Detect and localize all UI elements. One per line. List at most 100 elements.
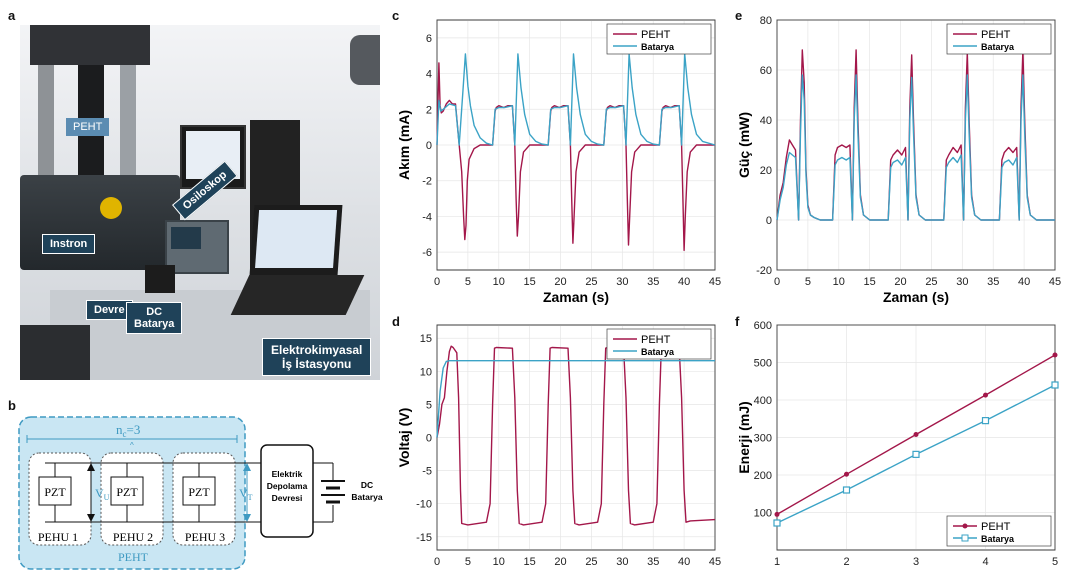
- data-point-peht: [774, 511, 780, 517]
- pehu-label-3: PEHU 3: [185, 530, 225, 544]
- legend-label: PEHT: [641, 334, 671, 346]
- callout-peht: PEHT: [66, 118, 110, 136]
- storage-circuit-box: [260, 444, 314, 538]
- y-tick-label: 15: [420, 333, 432, 345]
- x-tick-label: 5: [465, 556, 471, 568]
- x-tick-label: 15: [524, 556, 536, 568]
- legend-box: [606, 328, 712, 360]
- x-tick-label: 0: [434, 276, 440, 288]
- x-tick-label: 40: [1018, 276, 1030, 288]
- peht-caption: PEHT: [118, 550, 149, 564]
- series-line-batarya: [436, 360, 715, 438]
- series-line-peht: [436, 345, 716, 526]
- y-tick-label: 5: [426, 399, 432, 411]
- x-tick-label: 20: [894, 276, 906, 288]
- x-tick-label: 35: [987, 276, 999, 288]
- callout-dc-batarya-line1: DC: [146, 306, 163, 318]
- y-tick-label: -20: [756, 265, 772, 277]
- legend-box: [946, 23, 1052, 55]
- y-tick-label: 0: [426, 433, 432, 445]
- callout-instron: Instron: [42, 234, 96, 254]
- chart-current: 0 5 10 15 20 25 30 35 40 45 -6 -4 -2 0 2 4 6 Zaman (s) Akı…: [396, 19, 721, 305]
- nc-caret: ^: [130, 441, 134, 450]
- x-tick-label: 25: [585, 276, 597, 288]
- wall-fixture: [350, 35, 380, 85]
- vu-label: VU: [95, 486, 110, 502]
- callout-dc-batarya-line2: Batarya: [134, 318, 175, 330]
- x-tick-label: 15: [864, 276, 876, 288]
- data-point-batarya: [842, 486, 851, 494]
- dc-label-2: Batarya: [351, 492, 382, 502]
- dc-label-1: DC: [361, 480, 373, 490]
- storage-label-3: Devresi: [272, 493, 303, 503]
- data-point-peht: [1052, 352, 1058, 358]
- vt-arrow-head-bottom: [243, 514, 251, 522]
- legend-label: PEHT: [641, 29, 671, 41]
- circuit-diagram: nc=3 ^ PZT PZT PZT VU VT PEHU 1 PEHU 2 P…: [18, 416, 383, 570]
- legend-marker: [962, 523, 968, 529]
- legend-marker: [961, 534, 969, 542]
- callout-elektrokimyasal-line2: İş İstasyonu: [282, 357, 352, 371]
- laptop-screen: [249, 205, 343, 275]
- x-tick-label: 25: [925, 276, 937, 288]
- x-tick-label: 35: [647, 556, 659, 568]
- data-point-batarya: [1051, 381, 1059, 389]
- pzt-label-2: PZT: [116, 485, 138, 499]
- panel-letter-c: c: [392, 8, 400, 23]
- y-tick-label: 0: [766, 215, 772, 227]
- x-tick-label: 5: [1052, 556, 1058, 568]
- x-tick-label: 10: [493, 276, 505, 288]
- pzt-box-1: [38, 476, 72, 506]
- y-tick-label: -4: [422, 211, 432, 223]
- chart-voltage: 0 5 10 15 20 25 30 35 40 45 -15 -10 -5 0 5 10 15 Voltaj (…: [396, 324, 721, 568]
- y-tick-label: 400: [754, 395, 772, 407]
- pzt-label-3: PZT: [188, 485, 210, 499]
- y-tick-label: 60: [760, 65, 772, 77]
- x-tick-label: 35: [647, 276, 659, 288]
- x-tick-label: 15: [524, 276, 536, 288]
- legend-label: Batarya: [981, 42, 1015, 52]
- storage-label-2: Depolama: [267, 481, 308, 491]
- legend-label: PEHT: [981, 29, 1011, 41]
- y-tick-label: 10: [420, 366, 432, 378]
- x-tick-label: 20: [554, 276, 566, 288]
- panel-letter-b: b: [8, 398, 16, 413]
- x-tick-label: 40: [678, 556, 690, 568]
- x-tick-label: 10: [493, 556, 505, 568]
- pzt-box-2: [110, 476, 144, 506]
- x-tick-label: 45: [709, 556, 721, 568]
- y-axis-label: Akım (mA): [396, 110, 412, 180]
- plot-frame: [776, 19, 1056, 271]
- legend-label: Batarya: [981, 534, 1015, 544]
- y-tick-label: 500: [754, 358, 772, 370]
- y-tick-label: -10: [416, 499, 432, 511]
- instron-column-right: [120, 25, 136, 215]
- x-tick-label: 30: [616, 276, 628, 288]
- y-tick-label: 2: [426, 104, 432, 116]
- panel-letter-d: d: [392, 314, 400, 329]
- vu-arrow-head-bottom: [87, 514, 95, 522]
- y-tick-label: 40: [760, 115, 772, 127]
- x-tick-label: 5: [465, 276, 471, 288]
- pehu-label-2: PEHU 2: [113, 530, 153, 544]
- vu-arrow-head-top: [87, 463, 95, 471]
- panel-letter-a: a: [8, 8, 16, 23]
- y-tick-label: 4: [426, 69, 432, 81]
- data-point-batarya: [981, 417, 990, 425]
- pzt-box-3: [182, 476, 216, 506]
- legend-label: PEHT: [981, 521, 1011, 533]
- pzt-label-1: PZT: [44, 485, 66, 499]
- series-line-batarya: [776, 74, 1055, 221]
- vt-label: VT: [239, 486, 253, 502]
- x-axis-label: Zaman (s): [883, 289, 949, 305]
- panel-letter-f: f: [735, 314, 740, 329]
- x-tick-label: 1: [774, 556, 780, 568]
- x-tick-label: 45: [709, 276, 721, 288]
- legend-label: Batarya: [641, 347, 675, 357]
- instron-base: [20, 175, 180, 270]
- x-tick-label: 30: [616, 556, 628, 568]
- x-tick-label: 45: [1049, 276, 1061, 288]
